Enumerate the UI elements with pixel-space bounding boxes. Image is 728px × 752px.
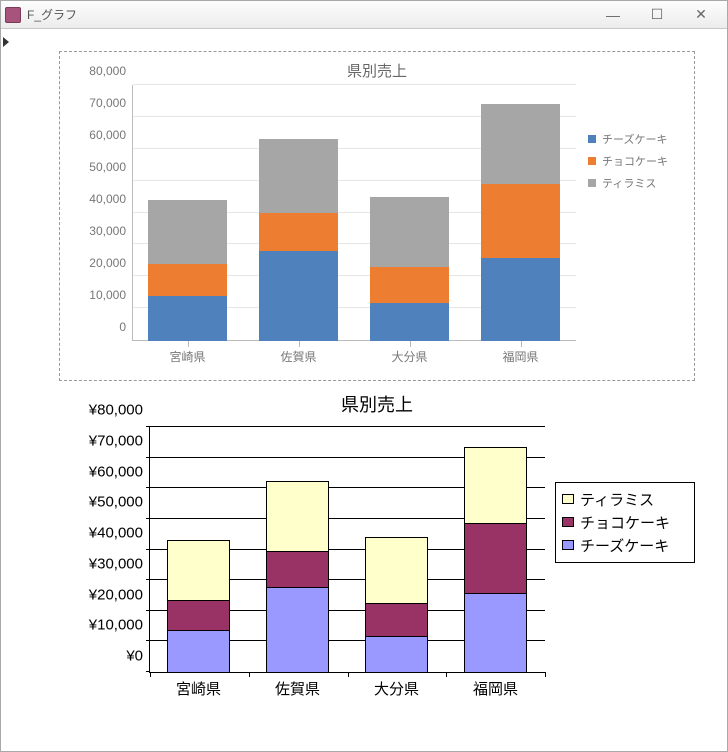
chart2-y-tick-label: ¥0 — [126, 648, 143, 665]
chart1-panel: 県別売上 0 10,000 20,000 30,000 40,000 50,000 60,0… — [59, 51, 695, 381]
chart1-y-tick-label: 60,000 — [89, 128, 126, 142]
chart2-x-tick-label: 福岡県 — [473, 678, 518, 699]
chart2-bar-segment — [266, 551, 329, 588]
chart2-bar-segment — [464, 523, 527, 594]
chart1-y-tick-label: 20,000 — [89, 256, 126, 270]
chart1-x-tick-label: 福岡県 — [502, 348, 538, 365]
chart1-x-tick-label: 大分県 — [391, 348, 427, 365]
chart1-plot: 宮崎県 佐賀県 大分県 福岡県 — [132, 85, 576, 365]
chart2-bar-segment — [464, 447, 527, 524]
chart1-bar — [148, 200, 228, 341]
legend-swatch-icon — [562, 517, 574, 527]
chart1-bar-segment — [481, 184, 561, 258]
chart1-bar-segment — [148, 200, 228, 264]
chart1-y-axis: 0 10,000 20,000 30,000 40,000 50,000 60,000 70,… — [72, 85, 132, 365]
chart2-bar-segment — [365, 537, 428, 605]
chart1-bar-segment — [148, 296, 228, 341]
chart2-legend-item: チーズケーキ — [562, 535, 688, 556]
chart2-x-axis: 宮崎県 佐賀県 大分県 福岡県 — [149, 678, 545, 699]
chart1-bar-segment — [370, 303, 450, 341]
chart2-bar-segment — [365, 636, 428, 673]
legend-swatch-icon — [562, 540, 574, 550]
chart2-y-tick-label: ¥30,000 — [89, 555, 143, 572]
app-icon — [5, 7, 21, 23]
chart1-title: 県別売上 — [72, 60, 682, 81]
chart2-panel: 県別売上 ¥0 ¥10,000 ¥20,000 ¥30,000 ¥40,000 ¥50,0… — [59, 391, 695, 721]
legend-label: チーズケーキ — [602, 131, 667, 147]
legend-label: チーズケーキ — [580, 535, 669, 556]
chart2-bar-segment — [167, 600, 230, 631]
chart1-bar-segment — [148, 264, 228, 296]
chart2-bar-segment — [266, 587, 329, 673]
window-title: F_グラフ — [27, 6, 77, 23]
legend-swatch-icon — [588, 135, 596, 143]
window-frame: F_グラフ — ☐ ✕ 県別売上 0 10,000 20,000 30,000 40,0… — [0, 0, 728, 752]
chart2-bar-segment — [167, 630, 230, 673]
chart1-bar-segment — [370, 267, 450, 302]
chart1-bar — [259, 139, 339, 341]
chart2-y-tick-label: ¥10,000 — [89, 617, 143, 634]
record-selector-icon[interactable] — [3, 37, 9, 47]
chart2-x-tick-label: 宮崎県 — [176, 678, 221, 699]
chart1-x-tick-label: 佐賀県 — [280, 348, 316, 365]
chart2-bar-segment — [266, 481, 329, 552]
chart2-y-tick-label: ¥70,000 — [89, 432, 143, 449]
chart1-x-axis: 宮崎県 佐賀県 大分県 福岡県 — [132, 348, 576, 365]
chart2-y-tick-label: ¥80,000 — [89, 402, 143, 419]
legend-label: チョコケーキ — [580, 512, 670, 533]
chart1-bar-segment — [259, 251, 339, 341]
chart2-title: 県別売上 — [59, 391, 695, 417]
legend-label: チョコケーキ — [602, 153, 668, 169]
chart1-bar-segment — [370, 197, 450, 267]
legend-label: ティラミス — [580, 489, 654, 510]
legend-swatch-icon — [562, 494, 574, 504]
chart1-y-tick-label: 50,000 — [89, 160, 126, 174]
chart2-legend-item: ティラミス — [562, 489, 688, 510]
chart1-y-tick-label: 30,000 — [89, 224, 126, 238]
chart2-legend: ティラミスチョコケーキチーズケーキ — [555, 482, 695, 563]
chart1-bar — [370, 197, 450, 341]
chart1-bar-segment — [259, 139, 339, 213]
chart2-y-tick-label: ¥20,000 — [89, 586, 143, 603]
chart1-y-tick-label: 70,000 — [89, 96, 126, 110]
chart2-y-axis: ¥0 ¥10,000 ¥20,000 ¥30,000 ¥40,000 ¥50,000 ¥60… — [59, 427, 149, 697]
legend-swatch-icon — [588, 157, 596, 165]
chart2-bar-segment — [464, 593, 527, 673]
chart1-bar-segment — [259, 213, 339, 251]
chart2-x-tick-label: 佐賀県 — [275, 678, 320, 699]
minimize-button[interactable]: — — [591, 4, 635, 26]
chart2-bar — [464, 448, 527, 673]
chart2-y-tick-label: ¥60,000 — [89, 463, 143, 480]
client-area: 県別売上 0 10,000 20,000 30,000 40,000 50,000 60,0… — [1, 29, 727, 751]
chart2-bar — [266, 482, 329, 673]
chart2-plot: 宮崎県 佐賀県 大分県 福岡県 — [149, 427, 545, 697]
chart1-bar-segment — [481, 258, 561, 341]
legend-swatch-icon — [588, 179, 596, 187]
chart1-bar-segment — [481, 104, 561, 184]
legend-label: ティラミス — [602, 175, 656, 191]
chart2-legend-item: チョコケーキ — [562, 512, 688, 533]
chart1-y-tick-label: 0 — [119, 320, 126, 334]
chart2-bar — [167, 541, 230, 673]
chart1-bar — [481, 104, 561, 341]
maximize-button[interactable]: ☐ — [635, 4, 679, 26]
chart2-y-tick-label: ¥50,000 — [89, 494, 143, 511]
chart1-y-tick-label: 80,000 — [89, 64, 126, 78]
chart1-legend-item: ティラミス — [588, 175, 682, 191]
chart1-y-tick-label: 40,000 — [89, 192, 126, 206]
chart2-bar-segment — [167, 540, 230, 602]
chart2-bar-segment — [365, 603, 428, 637]
chart1-legend-item: チョコケーキ — [588, 153, 682, 169]
chart1-legend-item: チーズケーキ — [588, 131, 682, 147]
chart1-y-tick-label: 10,000 — [89, 288, 126, 302]
chart2-x-tick-label: 大分県 — [374, 678, 419, 699]
chart2-bar — [365, 538, 428, 673]
chart2-y-tick-label: ¥40,000 — [89, 525, 143, 542]
titlebar[interactable]: F_グラフ — ☐ ✕ — [1, 1, 727, 29]
chart1-x-tick-label: 宮崎県 — [169, 348, 205, 365]
chart1-legend: チーズケーキチョコケーキティラミス — [588, 85, 682, 365]
close-button[interactable]: ✕ — [679, 4, 723, 26]
